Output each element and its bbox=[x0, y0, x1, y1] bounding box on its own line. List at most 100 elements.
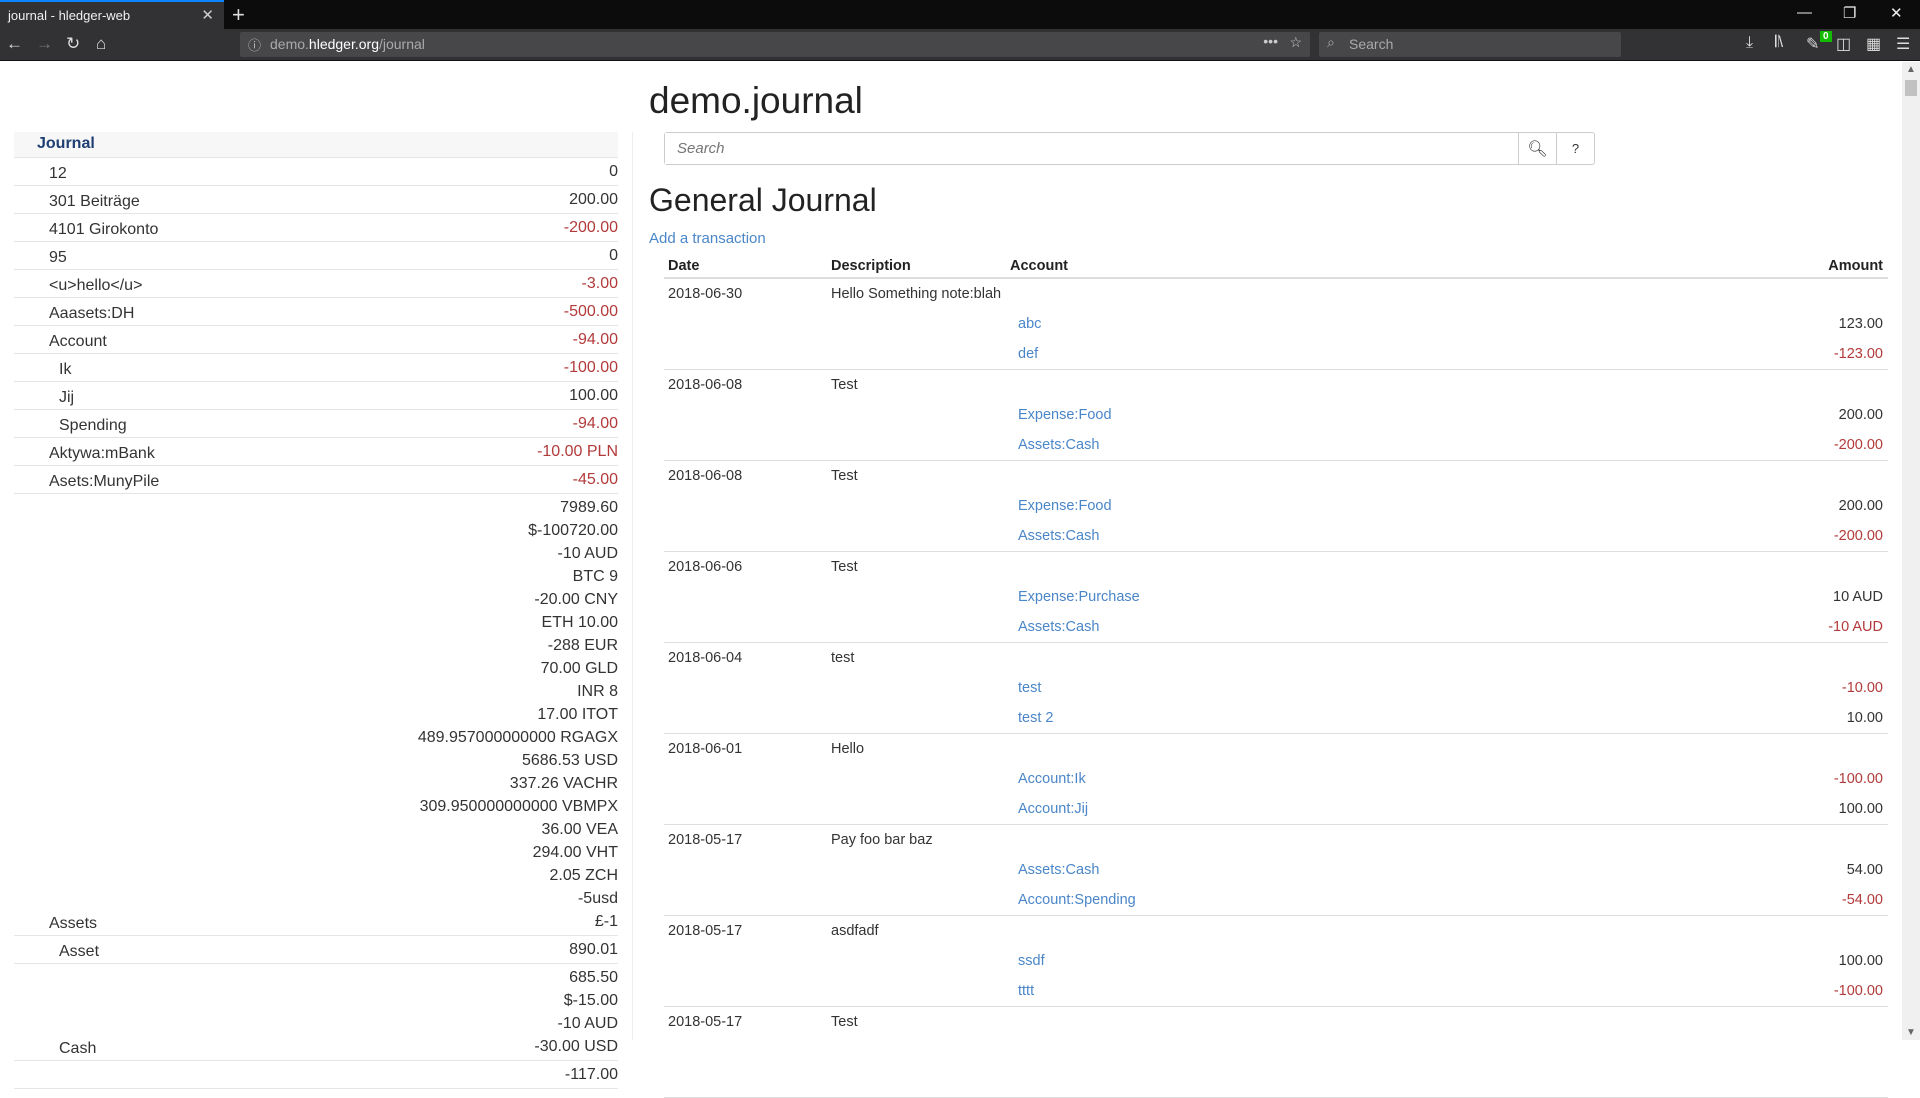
transaction-row: 2018-06-06 Test Expense:Purchase 10 AUD Asse… bbox=[664, 552, 1888, 643]
posting-account-link[interactable]: tttt bbox=[1018, 983, 1035, 999]
transaction-summary[interactable]: 2018-06-06 Test bbox=[664, 552, 1888, 582]
sidebar-account-link[interactable]: Aktywa:mBank bbox=[49, 445, 155, 462]
column-account[interactable]: Account bbox=[1010, 258, 1068, 274]
column-description[interactable]: Description bbox=[831, 258, 911, 274]
transaction-summary[interactable]: 2018-06-08 Test bbox=[664, 461, 1888, 491]
sidebar-account-link[interactable]: Asset bbox=[59, 943, 100, 960]
sidebar-account-link[interactable]: 12 bbox=[49, 165, 67, 182]
transaction-summary[interactable]: 2018-06-01 Hello bbox=[664, 734, 1888, 764]
web-search-placeholder: Search bbox=[1349, 36, 1394, 52]
balance-amount: -500.00 bbox=[563, 303, 618, 320]
account-balance: 0 bbox=[609, 160, 618, 183]
sidebar-account-link[interactable]: 301 Beiträge bbox=[49, 193, 140, 210]
sidebar-account-link[interactable]: Cash bbox=[59, 1040, 97, 1057]
scrollbar-thumb[interactable] bbox=[1905, 80, 1917, 96]
help-button[interactable]: ? bbox=[1556, 133, 1594, 164]
posting-account-link[interactable]: Account:Spending bbox=[1018, 892, 1136, 908]
posting-row: abc 123.00 bbox=[664, 309, 1888, 339]
info-icon[interactable]: ⓘ bbox=[248, 38, 262, 53]
balance-amount: BTC 9 bbox=[572, 568, 618, 585]
posting-amount: 200.00 bbox=[1838, 407, 1883, 423]
scroll-up-icon[interactable]: ▲ bbox=[1906, 64, 1916, 75]
close-window-icon[interactable]: ✕ bbox=[1890, 5, 1903, 22]
menu-icon[interactable]: ☰ bbox=[1896, 36, 1911, 53]
minimize-icon[interactable]: — bbox=[1797, 4, 1812, 21]
balance-amount: 337.26 VACHR bbox=[509, 775, 618, 792]
transaction-summary[interactable]: 2018-06-04 test bbox=[664, 643, 1888, 673]
balance-amount: 0 bbox=[609, 163, 618, 180]
search-form: 🔍︎ ? bbox=[664, 132, 1595, 165]
column-date[interactable]: Date bbox=[668, 258, 700, 274]
sidebar-account-link[interactable]: Jij bbox=[59, 389, 75, 406]
sidebar-account-link[interactable]: Ik bbox=[59, 361, 72, 378]
extension-icon[interactable]: ✎ bbox=[1806, 36, 1820, 53]
transaction-row: 2018-05-17 Test bbox=[664, 1007, 1888, 1098]
sidebar-account-link[interactable]: 95 bbox=[49, 249, 67, 266]
posting-account-link[interactable]: Assets:Cash bbox=[1018, 619, 1100, 635]
posting-account-link[interactable]: Expense:Food bbox=[1018, 407, 1112, 423]
transaction-row: 2018-05-17 asdfadf ssdf 100.00 tttt -100.00 bbox=[664, 916, 1888, 1007]
transaction-summary[interactable]: 2018-06-30 Hello Something note:blah bbox=[664, 279, 1888, 309]
posting-account-link[interactable]: def bbox=[1018, 346, 1039, 362]
transaction-summary[interactable]: 2018-05-17 asdfadf bbox=[664, 916, 1888, 946]
posting-account-link[interactable]: Expense:Purchase bbox=[1018, 589, 1140, 605]
new-tab-icon[interactable]: + bbox=[232, 2, 245, 27]
forward-icon[interactable]: → bbox=[36, 34, 53, 53]
posting-amount: -123.00 bbox=[1833, 346, 1883, 362]
posting-account-link[interactable]: Assets:Cash bbox=[1018, 862, 1100, 878]
sidebar-account-link[interactable]: Spending bbox=[59, 417, 127, 434]
account-balance: -10.00 PLN bbox=[537, 440, 618, 463]
sidebar-account-link[interactable]: Asets:MunyPile bbox=[49, 473, 160, 490]
library-icon[interactable]: 𝄃\ bbox=[1775, 34, 1784, 51]
url-bar[interactable]: ⓘ demo.hledger.org/journal ••• ☆ bbox=[240, 32, 1310, 57]
sidebar-account-link[interactable]: Assets bbox=[49, 915, 98, 932]
posting-account-link[interactable]: Expense:Food bbox=[1018, 498, 1112, 514]
posting-account-link[interactable]: Assets:Cash bbox=[1018, 437, 1100, 453]
close-tab-icon[interactable]: ✕ bbox=[201, 7, 214, 24]
tab-journal[interactable]: journal - hledger-web ✕ bbox=[0, 0, 224, 29]
sidebar-toggle-icon[interactable]: ◫ bbox=[1836, 36, 1852, 53]
balance-amount: -200.00 bbox=[563, 219, 618, 236]
sidebar-account-link[interactable]: Aaasets:DH bbox=[49, 305, 135, 322]
transaction-date: 2018-06-06 bbox=[668, 559, 743, 575]
posting-row: Assets:Cash -200.00 bbox=[664, 521, 1888, 551]
posting-account-link[interactable]: Account:Jij bbox=[1018, 801, 1089, 817]
restore-icon[interactable]: ❐ bbox=[1843, 5, 1857, 22]
posting-account-link[interactable]: Account:Ik bbox=[1018, 771, 1086, 787]
posting-amount: 123.00 bbox=[1838, 316, 1883, 332]
more-icon[interactable]: ••• bbox=[1263, 33, 1278, 49]
home-icon[interactable]: ⌂ bbox=[96, 34, 107, 53]
web-search-input[interactable]: ⌕ Search bbox=[1319, 32, 1621, 57]
balance-amount: -94.00 bbox=[572, 331, 618, 348]
add-transaction-link[interactable]: Add a transaction bbox=[649, 230, 766, 247]
posting-account-link[interactable]: abc bbox=[1018, 316, 1042, 332]
sidebar-account-link[interactable]: Account bbox=[49, 333, 107, 350]
scroll-down-icon[interactable]: ▼ bbox=[1906, 1027, 1916, 1038]
containers-icon[interactable]: ▦ bbox=[1866, 36, 1882, 53]
column-amount[interactable]: Amount bbox=[1828, 258, 1883, 274]
transaction-description: Test bbox=[831, 377, 858, 393]
search-button[interactable]: 🔍︎ bbox=[1518, 133, 1556, 164]
posting-account-link[interactable]: Assets:Cash bbox=[1018, 528, 1100, 544]
transaction-summary[interactable]: 2018-06-08 Test bbox=[664, 370, 1888, 400]
extension-badge: 0 bbox=[1820, 31, 1832, 42]
transaction-summary[interactable]: 2018-05-17 Test bbox=[664, 1007, 1888, 1037]
download-icon[interactable]: ⤓ bbox=[1746, 34, 1754, 51]
account-balance: -200.00 bbox=[564, 216, 618, 239]
sidebar-journal-link[interactable]: Journal bbox=[14, 132, 618, 158]
back-icon[interactable]: ← bbox=[6, 34, 23, 53]
posting-account-link[interactable]: test 2 bbox=[1018, 710, 1054, 726]
balance-amount: 489.957000000000 RGAGX bbox=[417, 729, 618, 746]
search-input[interactable] bbox=[665, 133, 1518, 164]
scrollbar[interactable]: ▲ ▼ bbox=[1902, 62, 1920, 1040]
reload-icon[interactable]: ↻ bbox=[66, 34, 81, 53]
posting-account-link[interactable]: ssdf bbox=[1018, 953, 1045, 969]
account-balance: 100.00 bbox=[569, 384, 618, 407]
transaction-row: 2018-06-04 test test -10.00 test 2 10.00 bbox=[664, 643, 1888, 734]
sidebar-account-link[interactable]: 4101 Girokonto bbox=[49, 221, 159, 238]
posting-account-link[interactable]: test bbox=[1018, 680, 1042, 696]
bookmark-star-icon[interactable]: ☆ bbox=[1289, 34, 1302, 50]
sidebar-account-link[interactable]: <u>hello</u> bbox=[49, 277, 143, 294]
transaction-summary[interactable]: 2018-05-17 Pay foo bar baz bbox=[664, 825, 1888, 855]
balance-amount: 294.00 VHT bbox=[532, 844, 618, 861]
